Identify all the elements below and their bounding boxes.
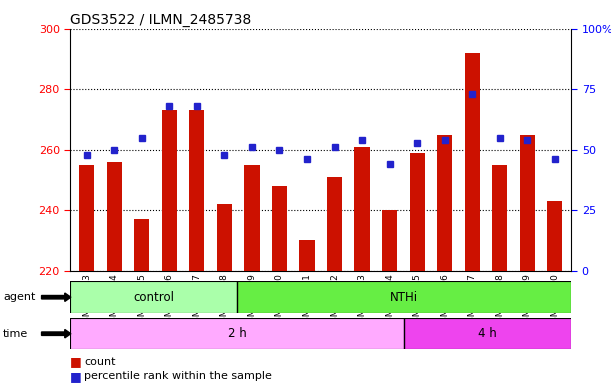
Bar [79, 165, 94, 271]
Bar [464, 53, 480, 271]
Bar [162, 111, 177, 271]
Bar [244, 165, 260, 271]
Text: count: count [84, 357, 116, 367]
Text: ■: ■ [70, 370, 82, 383]
Bar [107, 162, 122, 271]
Bar [382, 210, 397, 271]
Text: GDS3522 / ILMN_2485738: GDS3522 / ILMN_2485738 [70, 13, 252, 27]
Bar [409, 153, 425, 271]
Bar [189, 111, 205, 271]
Bar [327, 177, 342, 271]
Text: 4 h: 4 h [478, 327, 497, 340]
Text: 2 h: 2 h [228, 327, 247, 340]
Bar [299, 240, 315, 271]
Bar [354, 147, 370, 271]
Bar [520, 135, 535, 271]
Bar [492, 165, 507, 271]
Text: time: time [3, 329, 28, 339]
Bar [237, 281, 571, 313]
Bar [437, 135, 452, 271]
Bar [547, 201, 562, 271]
Text: NTHi: NTHi [390, 291, 419, 304]
Bar [272, 186, 287, 271]
Bar [134, 219, 150, 271]
Text: agent: agent [3, 292, 35, 302]
Bar [70, 318, 404, 349]
Bar [70, 281, 237, 313]
Text: control: control [133, 291, 174, 304]
Bar [217, 204, 232, 271]
Text: ■: ■ [70, 355, 82, 368]
Text: percentile rank within the sample: percentile rank within the sample [84, 371, 272, 381]
Bar [404, 318, 571, 349]
